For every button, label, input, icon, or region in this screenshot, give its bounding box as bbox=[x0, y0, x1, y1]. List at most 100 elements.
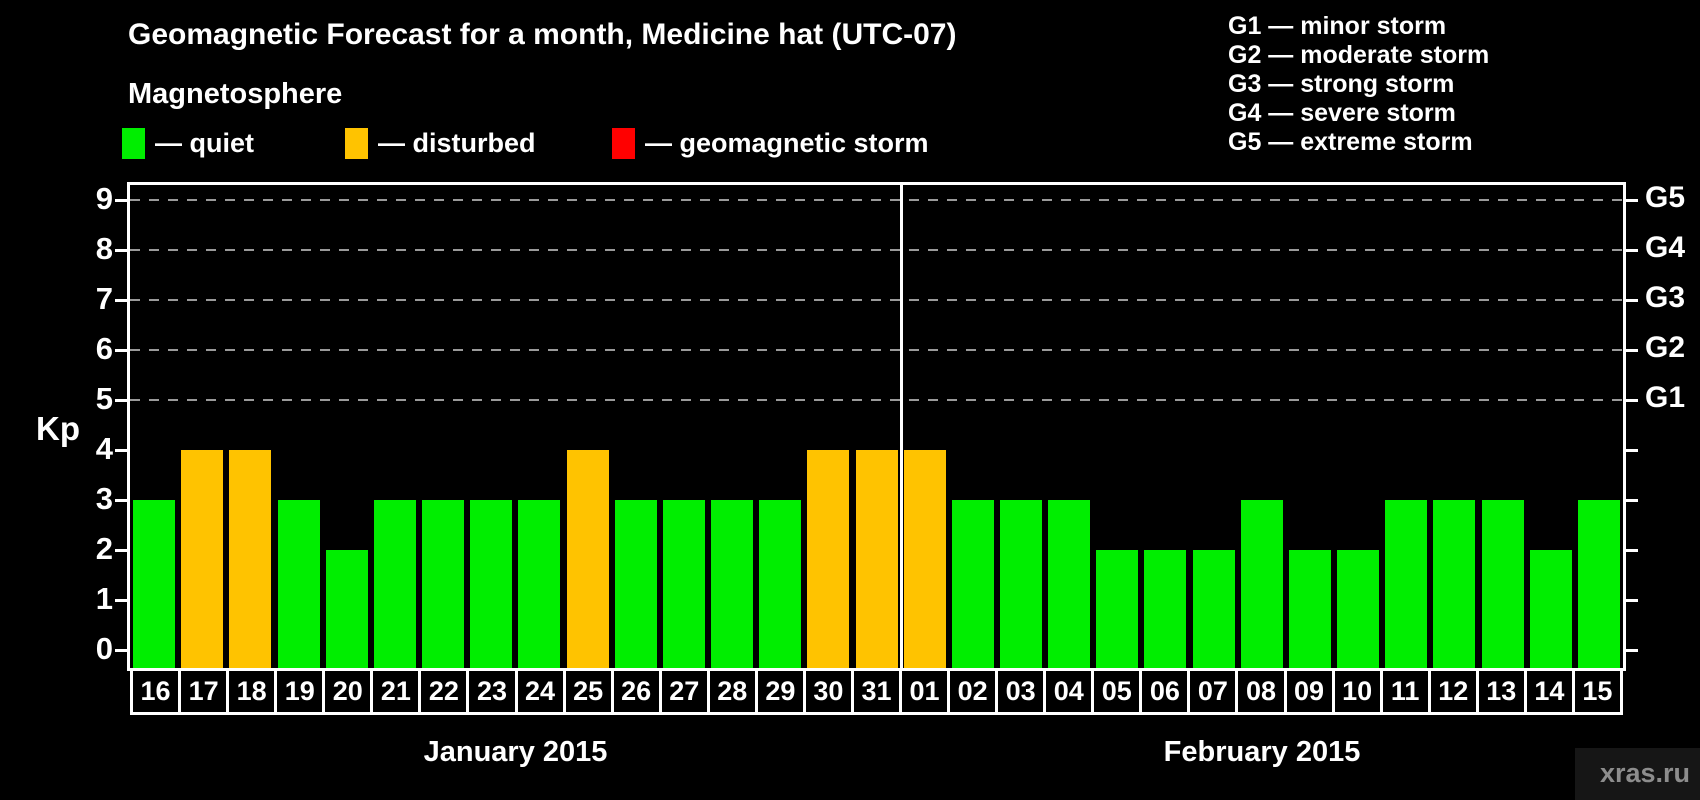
magnetosphere-label: Magnetosphere bbox=[128, 78, 343, 110]
y-axis-tick-label: 5 bbox=[95, 381, 113, 416]
kp-bar-day-10 bbox=[1337, 550, 1380, 668]
day-label-31: 31 bbox=[850, 671, 899, 712]
kp-bar-day-27 bbox=[662, 500, 705, 668]
kp-bar-day-02 bbox=[951, 500, 994, 668]
g-scale-legend: G1 — minor storm G2 — moderate storm G3 … bbox=[1228, 12, 1489, 157]
right-axis-tick bbox=[1626, 299, 1638, 302]
chart-title: Geomagnetic Forecast for a month, Medici… bbox=[128, 18, 957, 51]
y-axis-tick bbox=[115, 399, 127, 402]
kp-bar-day-12 bbox=[1433, 500, 1476, 668]
y-axis-line bbox=[127, 182, 130, 671]
kp-bar-day-11 bbox=[1385, 500, 1428, 668]
y-axis-tick bbox=[115, 299, 127, 302]
gridline-kp7 bbox=[130, 299, 1623, 301]
kp-bar-day-06 bbox=[1144, 550, 1187, 668]
kp-bar-day-18 bbox=[229, 450, 272, 668]
g-legend-line-g4: G4 — severe storm bbox=[1228, 99, 1456, 127]
y-axis-tick bbox=[115, 549, 127, 552]
month-separator-line bbox=[899, 182, 903, 668]
legend-storm-label: — geomagnetic storm bbox=[645, 128, 929, 158]
kp-bar-day-07 bbox=[1192, 550, 1235, 668]
quiet-color-swatch bbox=[122, 128, 145, 159]
day-label-30: 30 bbox=[802, 671, 851, 712]
disturbed-color-swatch bbox=[345, 128, 368, 159]
right-axis-tick bbox=[1626, 249, 1638, 252]
day-label-15: 15 bbox=[1571, 671, 1620, 712]
plot-top-border bbox=[127, 182, 1626, 185]
y-axis-tick-label: 7 bbox=[95, 281, 113, 316]
right-axis-tick bbox=[1626, 399, 1638, 402]
right-axis-tick bbox=[1626, 649, 1638, 652]
right-axis-tick bbox=[1626, 449, 1638, 452]
day-label-11: 11 bbox=[1379, 671, 1428, 712]
day-label-21: 21 bbox=[370, 671, 418, 712]
y-axis-tick bbox=[115, 349, 127, 352]
day-label-23: 23 bbox=[466, 671, 514, 712]
y-axis-tick bbox=[115, 649, 127, 652]
y-axis-tick-label: 1 bbox=[95, 581, 113, 616]
kp-bar-day-26 bbox=[614, 500, 657, 668]
legend-disturbed-label: — disturbed bbox=[378, 128, 536, 158]
kp-bar-day-22 bbox=[422, 500, 465, 668]
legend-item-disturbed: — disturbed bbox=[345, 128, 536, 159]
day-label-16: 16 bbox=[140, 676, 171, 706]
kp-bar-day-28 bbox=[711, 500, 754, 668]
y-axis-tick bbox=[115, 199, 127, 202]
gridline-kp6 bbox=[130, 349, 1623, 351]
g-legend-line-g1: G1 — minor storm bbox=[1228, 12, 1447, 40]
y-axis-tick-label: 4 bbox=[95, 431, 113, 466]
day-label-20: 20 bbox=[322, 671, 370, 712]
day-axis-row: 16 17 18 19 20 21 22 23 24 25 26 27 28 29 30 31 01 02 03 04… bbox=[130, 668, 1623, 715]
right-axis-tick bbox=[1626, 499, 1638, 502]
kp-bar-day-21 bbox=[373, 500, 416, 668]
right-axis-tick bbox=[1626, 349, 1638, 352]
kp-bar-day-20 bbox=[325, 550, 368, 668]
y-axis-tick-label: 6 bbox=[95, 331, 113, 366]
day-label-13: 13 bbox=[1475, 671, 1524, 712]
day-label-06: 06 bbox=[1139, 671, 1187, 712]
kp-bar-day-19 bbox=[277, 500, 320, 668]
day-label-09: 09 bbox=[1283, 671, 1332, 712]
watermark-text: xras.ru bbox=[1599, 758, 1690, 788]
day-label-02: 02 bbox=[947, 671, 995, 712]
right-axis-tick bbox=[1626, 599, 1638, 602]
right-axis-tick bbox=[1626, 199, 1638, 202]
y-axis-tick-label: 2 bbox=[95, 531, 113, 566]
day-label-01: 01 bbox=[899, 671, 947, 712]
kp-bar-day-03 bbox=[999, 500, 1042, 668]
day-label-28: 28 bbox=[706, 671, 755, 712]
y-axis-tick-label: 8 bbox=[95, 231, 113, 266]
day-label-19: 19 bbox=[274, 671, 322, 712]
day-label-24: 24 bbox=[514, 671, 563, 712]
day-label-17: 17 bbox=[178, 671, 226, 712]
day-label-14: 14 bbox=[1523, 671, 1572, 712]
kp-bar-day-16 bbox=[133, 500, 176, 668]
gridline-kp5 bbox=[130, 399, 1623, 401]
y-axis-tick-label: 3 bbox=[95, 481, 113, 516]
kp-bar-day-29 bbox=[759, 500, 802, 668]
y-axis-tick bbox=[115, 249, 127, 252]
gridline-kp8 bbox=[130, 249, 1623, 251]
day-label-03: 03 bbox=[995, 671, 1043, 712]
g-legend-line-g2: G2 — moderate storm bbox=[1228, 41, 1490, 69]
y-axis-title: Kp bbox=[36, 410, 80, 447]
g-scale-axis-label: G3 bbox=[1645, 281, 1686, 314]
g-scale-axis-label: G4 bbox=[1645, 231, 1686, 264]
day-label-05: 05 bbox=[1091, 671, 1139, 712]
day-label-08: 08 bbox=[1235, 671, 1283, 712]
g-legend-line-g3: G3 — strong storm bbox=[1228, 70, 1455, 98]
right-axis-line bbox=[1623, 182, 1626, 671]
storm-color-swatch bbox=[612, 128, 635, 159]
kp-bar-day-17 bbox=[181, 450, 224, 668]
kp-bar-day-04 bbox=[1048, 500, 1091, 668]
month-label-january: January 2015 bbox=[423, 736, 608, 768]
g-scale-axis-label: G5 bbox=[1645, 181, 1686, 214]
legend-item-quiet: — quiet bbox=[122, 128, 254, 159]
gridline-kp9 bbox=[130, 199, 1623, 201]
y-axis-tick-label: 0 bbox=[95, 631, 113, 666]
kp-bar-day-31 bbox=[855, 450, 898, 668]
day-label-26: 26 bbox=[610, 671, 659, 712]
day-label-07: 07 bbox=[1187, 671, 1235, 712]
kp-bar-day-14 bbox=[1529, 550, 1572, 668]
y-axis-tick-label: 9 bbox=[95, 181, 113, 216]
